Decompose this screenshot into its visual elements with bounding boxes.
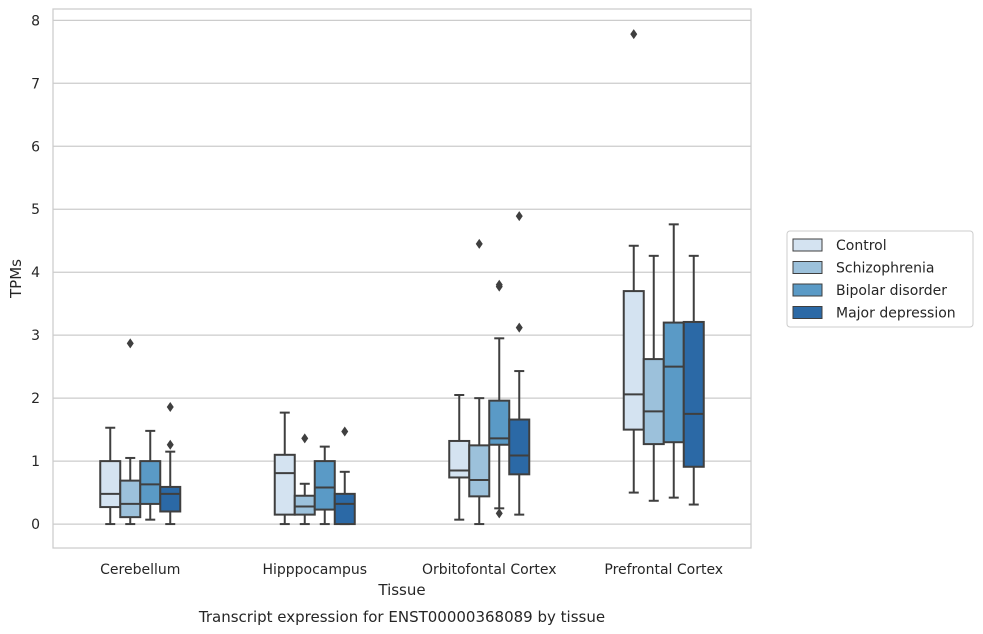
box-3-3 [682,254,705,506]
y-tick-label-8: 8 [31,13,40,29]
iqr-box [642,358,665,446]
legend-label-0: Control [836,238,887,254]
outlier-0 [341,426,349,437]
iqr-box [139,460,162,505]
iqr-box [333,492,356,526]
box-0-1 [119,338,142,526]
iqr-box [682,320,705,468]
iqr-box [508,418,531,476]
y-tick-label-3: 3 [31,328,40,344]
iqr-box [119,479,142,519]
chart-caption: Transcript expression for ENST0000036808… [198,608,605,626]
x-tick-label-3: Prefrontal Cortex [604,562,723,578]
iqr-box [448,439,471,479]
x-axis-title: Tissue [377,581,425,599]
box-2-1 [468,238,491,526]
y-tick-label-6: 6 [31,139,40,155]
outlier-0 [301,433,309,444]
iqr-box [293,494,316,516]
iqr-box [99,460,122,509]
iqr-box [273,453,296,516]
box-1-2 [313,445,336,526]
y-tick-label-0: 0 [31,517,40,533]
iqr-box [662,321,685,444]
box-1-0 [273,411,296,526]
x-tick-label-0: Cerebellum [100,562,180,578]
legend-swatch-0 [792,238,823,252]
y-tick-label-2: 2 [31,391,40,407]
x-tick-label-1: Hipppocampus [262,562,367,578]
y-tick-label-1: 1 [31,454,40,470]
legend: Control Schizophrenia Bipolar disorder Majo… [786,230,974,328]
box-1-1 [293,433,316,526]
box-2-0 [448,393,471,521]
plot-frame [52,8,752,549]
y-tick-label-7: 7 [31,76,40,92]
legend-label-2: Bipolar disorder [836,283,947,299]
legend-swatch-3 [792,306,823,319]
box-0-2 [139,429,162,521]
outlier-0 [166,439,174,450]
legend-label-3: Major depression [836,306,956,322]
y-axis-title: TPMs [7,259,25,299]
outlier-0 [475,238,483,249]
legend-swatch-1 [792,261,823,274]
legend-swatch-2 [792,283,823,297]
iqr-box [159,485,182,513]
iqr-box [313,460,336,511]
iqr-box [622,290,645,431]
outlier-1 [515,211,523,222]
legend-label-1: Schizophrenia [836,261,934,277]
outlier-2 [495,279,503,290]
y-tick-labels: 0 1 2 3 4 5 6 7 8 [31,13,40,533]
legend-frame [786,230,974,328]
box-2-2 [488,279,511,519]
y-tick-label-5: 5 [31,202,40,218]
iqr-box [468,444,491,498]
outlier-0 [495,508,503,519]
outlier-0 [515,322,523,333]
outlier-0 [630,29,638,40]
box-groups [99,29,705,526]
box-3-2 [662,223,685,499]
x-tick-label-2: Orbitofontal Cortex [422,562,557,578]
box-0-3 [159,401,182,526]
outlier-1 [166,401,174,412]
y-tick-label-4: 4 [31,265,40,281]
box-2-3 [508,211,531,516]
box-1-3 [333,426,356,526]
x-tick-labels: Cerebellum Hipppocampus Orbitofontal Corte… [100,562,723,578]
outlier-0 [126,338,134,349]
